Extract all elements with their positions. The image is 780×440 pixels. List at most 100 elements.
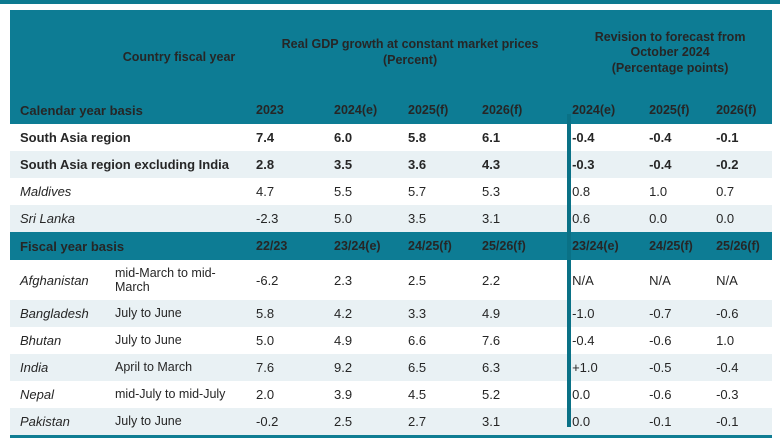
cell-value: 7.6 bbox=[482, 333, 501, 348]
cell-revision: 0.0 bbox=[712, 205, 773, 232]
row-label: India bbox=[10, 354, 115, 381]
cell-value: 2.5 bbox=[408, 272, 427, 288]
fiscal-period: July to June bbox=[115, 300, 253, 327]
cell-revision: -0.6 bbox=[649, 387, 672, 402]
table-row-maldives: Maldives 4.7 5.5 5.7 5.3 0.8 1.0 0.7 bbox=[10, 178, 772, 205]
cell-revision: -0.2 bbox=[712, 151, 773, 178]
cell-revision: -0.1 bbox=[716, 130, 739, 145]
cell-value: 3.5 bbox=[404, 205, 479, 232]
cell-value: 6.3 bbox=[478, 354, 569, 381]
cell-revision: -0.3 bbox=[568, 151, 646, 178]
cell-value: 3.6 bbox=[404, 151, 479, 178]
col-header-2025f: 2025(f) bbox=[408, 103, 449, 117]
cell-value: 6.6 bbox=[408, 333, 427, 348]
top-rule bbox=[0, 0, 780, 4]
row-label: Bangladesh bbox=[10, 300, 115, 327]
header-revision-line1: Revision to forecast from bbox=[594, 29, 746, 44]
cell-revision: +1.0 bbox=[568, 354, 646, 381]
table-row-pakistan: Pakistan July to June -0.2 2.5 2.7 3.1 0… bbox=[10, 408, 773, 437]
cell-value: 6.0 bbox=[334, 130, 353, 145]
cell-revision: 0.0 bbox=[572, 387, 591, 402]
fiscal-period: July to June bbox=[115, 408, 253, 437]
cell-value: 4.7 bbox=[256, 184, 275, 199]
cell-revision: N/A bbox=[649, 272, 671, 288]
cell-value: 5.3 bbox=[482, 184, 501, 199]
cell-revision: -0.1 bbox=[645, 408, 713, 437]
cell-revision: 0.8 bbox=[572, 184, 591, 199]
cell-revision: N/A bbox=[716, 272, 738, 288]
cell-value: 2.2 bbox=[482, 272, 501, 288]
cell-revision: 1.0 bbox=[716, 333, 735, 348]
cell-value: 7.4 bbox=[256, 130, 275, 145]
col-header-rev-2026f: 2026(f) bbox=[716, 103, 757, 117]
header-gdp-growth: Real GDP growth at constant market price… bbox=[252, 10, 568, 96]
table-row-south-asia-excl-india: South Asia region excluding India 2.8 3.… bbox=[10, 151, 773, 178]
cell-revision: -0.7 bbox=[645, 300, 713, 327]
cell-value: 2.3 bbox=[334, 272, 353, 288]
cell-value: 6.1 bbox=[482, 130, 501, 145]
cell-value: 5.2 bbox=[482, 387, 501, 402]
col-header-2024e: 2024(e) bbox=[334, 103, 378, 117]
cell-revision: -0.4 bbox=[572, 333, 595, 348]
fiscal-basis-label: Fiscal year basis bbox=[20, 238, 125, 254]
table-row-south-asia: South Asia region 7.4 6.0 5.8 6.1 -0.4 -… bbox=[10, 124, 772, 151]
table-row-sri-lanka: Sri Lanka -2.3 5.0 3.5 3.1 0.6 0.0 0.0 bbox=[10, 205, 773, 232]
table-row-nepal: Nepal mid-July to mid-July 2.0 3.9 4.5 5… bbox=[10, 381, 772, 408]
header-gdp-line2: (Percent) bbox=[382, 53, 438, 67]
row-label: Pakistan bbox=[10, 408, 115, 437]
header-revision: Revision to forecast from October 2024 (… bbox=[568, 10, 772, 96]
fiscal-period: mid-March to mid-March bbox=[115, 265, 216, 294]
cell-value: -0.2 bbox=[252, 408, 331, 437]
section-divider-line bbox=[567, 114, 571, 427]
calendar-basis-label: Calendar year basis bbox=[20, 102, 143, 118]
cell-revision: -0.4 bbox=[712, 354, 773, 381]
cell-value: 5.5 bbox=[334, 184, 353, 199]
col-header-rev-2025f: 2025(f) bbox=[649, 103, 690, 117]
cell-value: 5.8 bbox=[408, 130, 427, 145]
cell-revision: 0.0 bbox=[645, 205, 713, 232]
fiscal-basis-header-row: Fiscal year basis 22/23 23/24(e) 24/25(f… bbox=[10, 232, 773, 260]
cell-revision: 1.0 bbox=[649, 184, 668, 199]
cell-value: 9.2 bbox=[330, 354, 405, 381]
cell-value: 5.7 bbox=[408, 184, 427, 199]
table-row-bhutan: Bhutan July to June 5.0 4.9 6.6 7.6 -0.4… bbox=[10, 327, 772, 354]
col-header-2026f: 2026(f) bbox=[482, 103, 523, 117]
cell-revision: -0.4 bbox=[649, 130, 672, 145]
cell-value: 3.3 bbox=[404, 300, 479, 327]
col-header-2324e: 23/24(e) bbox=[334, 239, 381, 253]
cell-value: 6.5 bbox=[404, 354, 479, 381]
cell-value: -6.2 bbox=[256, 272, 279, 288]
cell-revision: -0.4 bbox=[572, 130, 595, 145]
cell-revision: 0.0 bbox=[568, 408, 646, 437]
cell-value: 2.8 bbox=[252, 151, 331, 178]
cell-value: 3.5 bbox=[330, 151, 405, 178]
table-header-row: Country fiscal year Real GDP growth at c… bbox=[10, 10, 773, 96]
header-country-fiscal-year: Country fiscal year bbox=[122, 50, 236, 65]
row-label: Maldives bbox=[20, 184, 72, 199]
header-gdp-line1: Real GDP growth at constant market price… bbox=[281, 37, 539, 52]
row-label: South Asia region bbox=[20, 130, 131, 145]
cell-value: 2.0 bbox=[256, 387, 275, 402]
cell-revision: N/A bbox=[572, 272, 594, 288]
cell-revision: -0.6 bbox=[649, 333, 672, 348]
fiscal-period: July to June bbox=[115, 333, 182, 348]
cell-revision: -0.4 bbox=[645, 151, 713, 178]
gdp-forecast-table: Country fiscal year Real GDP growth at c… bbox=[10, 10, 773, 438]
cell-value: -2.3 bbox=[252, 205, 331, 232]
calendar-basis-header-row: Calendar year basis 2023 2024(e) 2025(f)… bbox=[10, 96, 773, 124]
col-header-rev-2324e: 23/24(e) bbox=[572, 239, 619, 253]
table-row-afghanistan: Afghanistan mid-March to mid-March -6.2 … bbox=[10, 260, 772, 300]
fiscal-period: mid-July to mid-July bbox=[115, 387, 226, 402]
table-row-bangladesh: Bangladesh July to June 5.8 4.2 3.3 4.9 … bbox=[10, 300, 773, 327]
cell-value: 3.1 bbox=[478, 408, 569, 437]
row-label: Sri Lanka bbox=[10, 205, 253, 232]
col-header-2425f: 24/25(f) bbox=[408, 239, 452, 253]
cell-value: 4.9 bbox=[478, 300, 569, 327]
cell-value: 2.5 bbox=[330, 408, 405, 437]
cell-value: 5.8 bbox=[252, 300, 331, 327]
cell-value: 3.9 bbox=[334, 387, 353, 402]
col-header-rev-2526f: 25/26(f) bbox=[716, 239, 760, 253]
cell-revision: 0.7 bbox=[716, 184, 735, 199]
forecast-table-wrap: Country fiscal year Real GDP growth at c… bbox=[10, 10, 773, 438]
